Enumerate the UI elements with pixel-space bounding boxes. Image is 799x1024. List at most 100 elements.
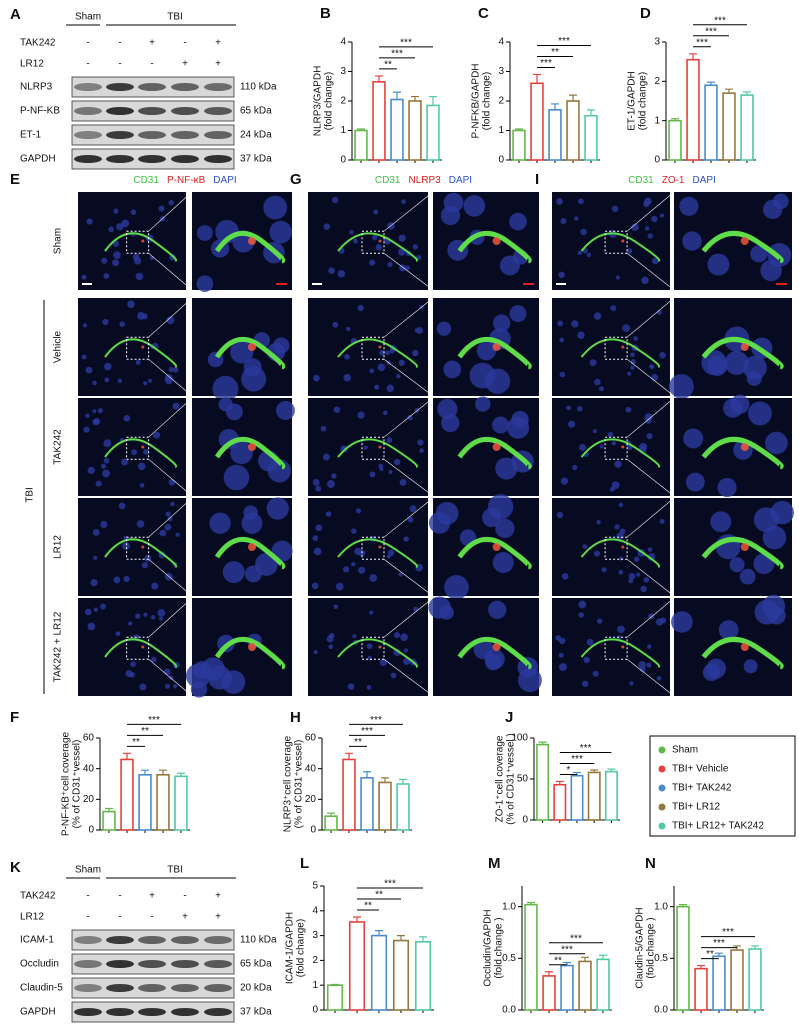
treatment-mark: + xyxy=(215,38,221,49)
y-axis-label: (fold change ) xyxy=(646,917,657,978)
roi-box xyxy=(604,536,628,560)
nucleus xyxy=(639,666,646,673)
nucleus xyxy=(223,464,250,491)
y-tick-label: 1 xyxy=(654,115,660,126)
panel-letter: D xyxy=(640,5,651,22)
nucleus xyxy=(578,612,584,618)
nucleus xyxy=(476,341,496,361)
nucleus xyxy=(710,511,732,533)
treatment-mark: - xyxy=(86,38,89,49)
blot-band xyxy=(106,131,134,139)
nucleus xyxy=(190,681,208,698)
nucleus xyxy=(647,547,653,552)
micrograph xyxy=(552,498,670,596)
nucleus xyxy=(384,350,390,356)
vessel xyxy=(701,436,784,470)
nucleus xyxy=(574,216,579,221)
treatment-name: LR12 xyxy=(20,912,44,923)
significance-label: *** xyxy=(561,944,573,955)
bar xyxy=(604,770,618,821)
vessel xyxy=(214,536,286,570)
nucleus xyxy=(383,410,388,416)
nucleus xyxy=(143,612,148,617)
nucleus xyxy=(437,398,458,420)
vessel xyxy=(457,336,532,370)
zoom-line xyxy=(383,658,434,697)
band-size: 37 kDa xyxy=(240,154,272,165)
treatment-mark: + xyxy=(215,891,221,902)
nucleus xyxy=(230,441,253,465)
vessel xyxy=(580,438,661,468)
blot-band xyxy=(106,1008,134,1016)
nucleus xyxy=(369,610,374,615)
nucleus xyxy=(137,312,145,320)
nucleus xyxy=(92,380,97,386)
zoom-line xyxy=(148,558,193,597)
y-tick-label: 40 xyxy=(83,763,95,774)
nucleus xyxy=(647,233,653,239)
band-size: 110 kDa xyxy=(240,82,277,93)
nucleus xyxy=(659,351,666,359)
panel-letter: I xyxy=(535,171,539,188)
nucleus xyxy=(633,556,640,563)
blot-band xyxy=(138,984,166,992)
nucleus xyxy=(92,418,99,426)
nucleus xyxy=(369,574,377,582)
significance-label: *** xyxy=(361,726,373,737)
nucleus xyxy=(617,625,625,634)
nucleus xyxy=(130,209,137,216)
error-bar xyxy=(587,109,595,116)
nucleus xyxy=(488,600,507,619)
nucleus xyxy=(614,460,622,468)
nucleus xyxy=(141,562,149,569)
nucleus xyxy=(170,501,175,507)
significance-label: *** xyxy=(570,933,582,944)
blot-band xyxy=(74,107,102,115)
nucleus xyxy=(560,477,569,485)
error-bar xyxy=(357,128,365,131)
error-bar xyxy=(689,53,697,60)
legend-label: TBI+ Vehicle xyxy=(672,764,729,775)
nucleus xyxy=(435,501,459,525)
nucleus xyxy=(404,648,409,653)
nucleus xyxy=(377,363,386,372)
nucleus xyxy=(671,611,693,633)
signal xyxy=(621,345,625,349)
nucleus xyxy=(369,259,376,266)
y-axis-label: P-NFKB/GAPDH xyxy=(471,63,482,138)
y-axis-label: Occludin/GAPDH xyxy=(483,909,494,986)
y-tick-label: 40 xyxy=(305,763,317,774)
treatment-mark: + xyxy=(182,59,188,70)
bar xyxy=(370,934,388,1011)
error-bar xyxy=(159,769,167,775)
nucleus xyxy=(113,251,121,259)
blot-band xyxy=(138,960,166,968)
nucleus xyxy=(374,384,380,390)
error-bar xyxy=(411,95,419,101)
legend-label: TBI+ TAK242 xyxy=(672,783,732,794)
bar xyxy=(372,81,386,161)
nucleus xyxy=(340,445,348,453)
nucleus xyxy=(164,374,173,383)
nucleus xyxy=(403,536,409,542)
vessel xyxy=(214,230,286,264)
nucleus xyxy=(386,384,394,393)
error-bar xyxy=(123,752,131,760)
bar xyxy=(102,810,116,831)
nucleus xyxy=(175,532,180,537)
nucleus xyxy=(93,607,98,612)
error-bar xyxy=(345,752,353,760)
band-name: Claudin-5 xyxy=(20,983,63,994)
nucleus xyxy=(416,254,422,261)
nucleus xyxy=(158,205,165,212)
nucleus xyxy=(196,225,213,241)
error-bar xyxy=(381,777,389,783)
nucleus xyxy=(557,320,564,327)
vessel xyxy=(580,538,661,568)
nucleus xyxy=(333,406,341,414)
nucleus xyxy=(400,633,408,642)
nucleus xyxy=(139,482,145,488)
error-bar xyxy=(393,91,401,100)
nucleus xyxy=(117,378,123,384)
nucleus xyxy=(266,497,289,520)
